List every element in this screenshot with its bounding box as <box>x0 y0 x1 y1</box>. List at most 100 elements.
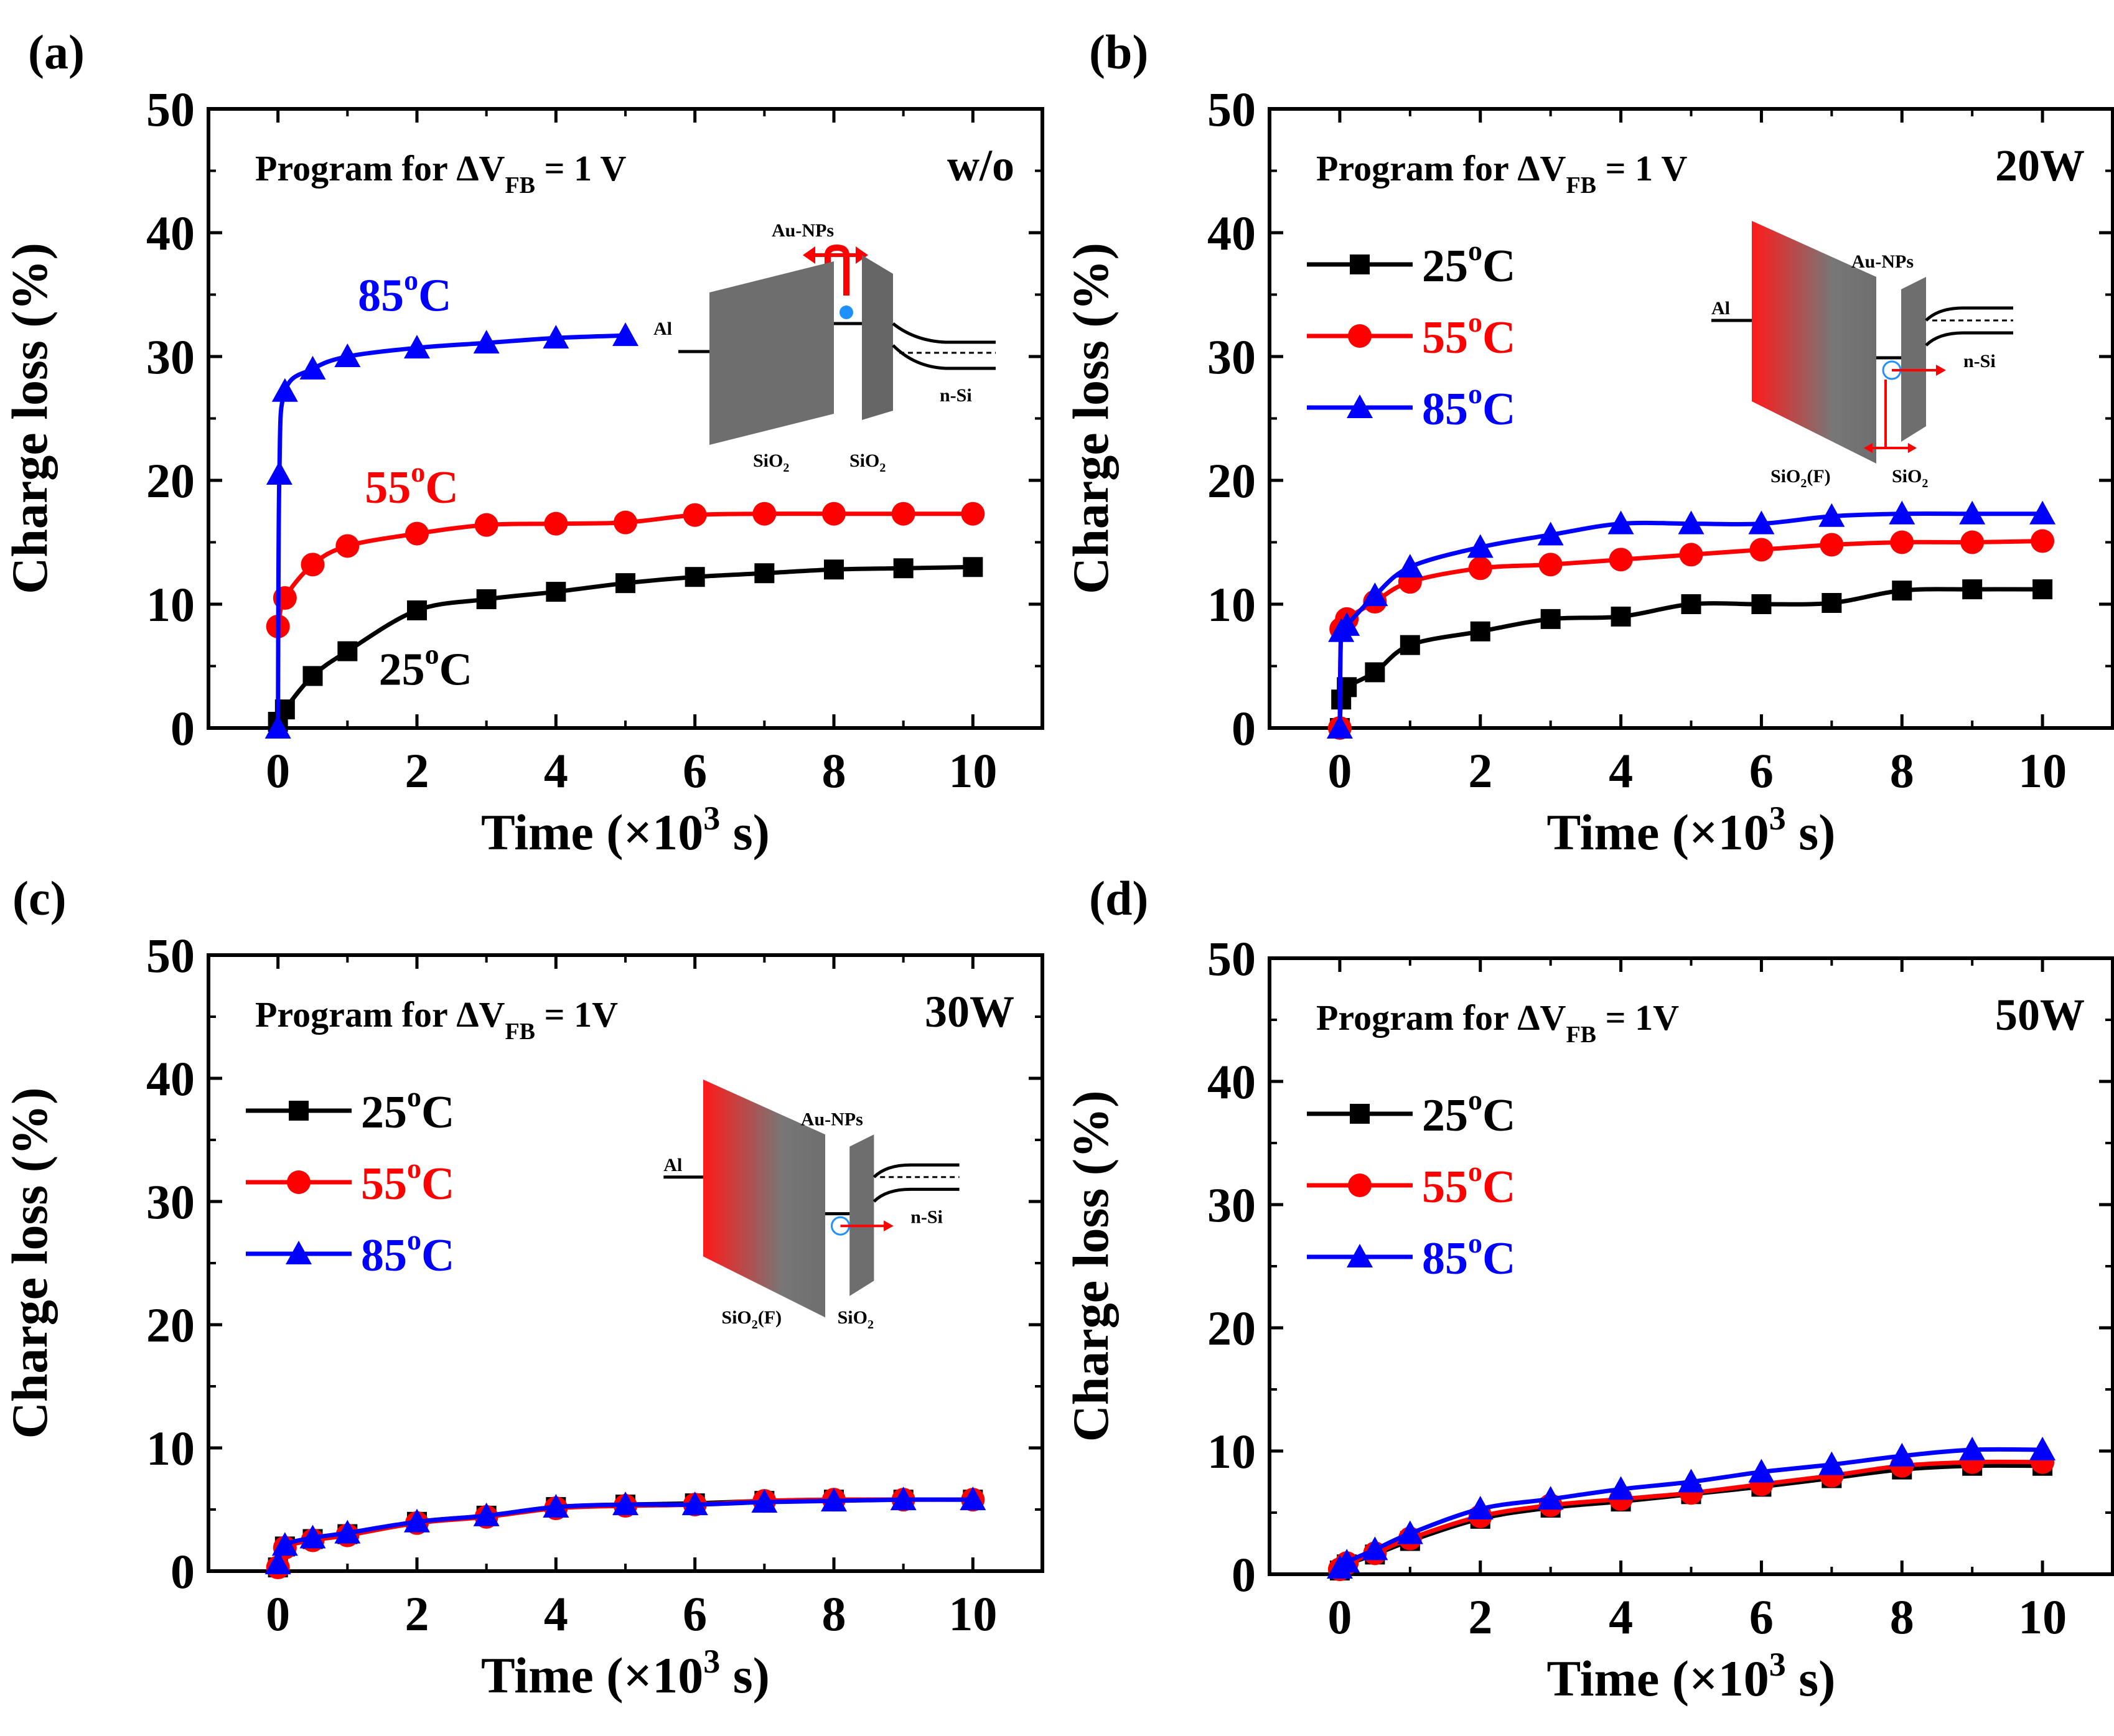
text-span: C <box>421 1087 454 1138</box>
marker-triangle <box>1467 1496 1494 1520</box>
program-annotation: Program for ΔVFB = 1 V <box>255 148 627 198</box>
legend-entry: 25oC <box>1307 1084 1515 1141</box>
marker-triangle <box>960 1486 986 1511</box>
marker-triangle <box>1467 534 1494 558</box>
marker-circle <box>474 513 498 537</box>
marker-circle <box>822 502 846 526</box>
marker-square <box>1350 254 1370 274</box>
x-tick-label: 6 <box>1749 1590 1774 1644</box>
marker-square <box>1540 609 1561 629</box>
marker-circle <box>683 503 707 527</box>
series-85c <box>1326 500 2056 739</box>
text-span: Program for ΔV <box>255 994 505 1035</box>
x-tick-label: 0 <box>1327 1590 1352 1644</box>
x-tick-label: 6 <box>1749 744 1774 798</box>
legend-entry: 25oC <box>246 1081 454 1138</box>
inset-label-sio2: SiO2 <box>753 450 789 475</box>
series-85c <box>264 322 638 739</box>
text-span: 2 <box>1800 477 1807 490</box>
y-tick-label: 20 <box>1207 1301 1256 1355</box>
marker-circle <box>335 534 360 558</box>
inset-label-sio2-f: SiO2(F) <box>1770 466 1831 490</box>
text-span: 55 <box>1422 1162 1468 1213</box>
text-span: Program for ΔV <box>1316 148 1566 189</box>
text-span: C <box>421 1230 454 1281</box>
marker-circle <box>961 502 985 526</box>
series-55c <box>1327 529 2055 740</box>
text-span: C <box>418 270 451 321</box>
marker-triangle <box>2029 1437 2056 1461</box>
condition-label: 50W <box>1995 990 2085 1040</box>
y-tick-label: 30 <box>1207 330 1256 384</box>
series-85c <box>264 1486 986 1575</box>
marker-square <box>289 1101 309 1121</box>
marker-triangle <box>1678 510 1705 534</box>
marker-square <box>1470 621 1490 642</box>
condition-label: 20W <box>1995 141 2085 190</box>
y-tick-label: 40 <box>146 206 195 260</box>
marker-triangle <box>821 1488 847 1512</box>
legend-label: 85oC <box>361 1224 454 1281</box>
y-tick-label: 50 <box>1207 931 1256 986</box>
marker-square <box>963 557 983 577</box>
x-tick-label: 8 <box>1890 744 1914 798</box>
marker-triangle <box>751 1489 778 1513</box>
text-span: 3 <box>703 800 720 837</box>
series-line <box>276 333 626 729</box>
marker-triangle <box>286 1241 312 1264</box>
marker-circle <box>1348 1174 1372 1197</box>
energy-band-inset: Al Au-NPs n-Si SiO2(F) SiO2 <box>1711 221 2013 490</box>
marker-triangle <box>612 322 638 347</box>
y-tick-label: 50 <box>146 82 195 136</box>
text-span: Program for ΔV <box>1316 997 1566 1038</box>
text-span: o <box>1468 378 1482 409</box>
marker-triangle <box>1818 1451 1845 1475</box>
text-span: s) <box>720 804 770 861</box>
axes-frame <box>207 107 1044 730</box>
x-tick-label: 10 <box>948 744 997 798</box>
marker-circle <box>1820 533 1844 557</box>
inset-label-au-nps: Au-NPs <box>1851 251 1914 272</box>
x-tick-label: 8 <box>822 744 846 798</box>
panel-label: (a) <box>28 25 85 79</box>
series-25c <box>1329 579 2053 738</box>
y-tick-label: 0 <box>1232 1547 1256 1602</box>
x-tick-label: 8 <box>822 1587 846 1641</box>
text-span: 85 <box>361 1230 407 1281</box>
marker-square <box>337 641 358 661</box>
band-upper <box>892 322 996 344</box>
sio2-f-tunnel-block <box>703 1080 825 1318</box>
y-tick-label: 20 <box>146 454 195 508</box>
text-span: Time (×10 <box>1547 804 1769 861</box>
marker-triangle <box>334 1519 361 1544</box>
legend-label: 55oC <box>1422 306 1515 363</box>
marker-triangle <box>1678 1468 1705 1493</box>
marker-circle <box>614 510 637 534</box>
text-span: 55 <box>1422 312 1468 363</box>
y-tick-label: 50 <box>146 928 195 982</box>
legend-label: 55oC <box>361 1152 454 1210</box>
panel-label: (c) <box>12 871 67 925</box>
y-tick-label: 30 <box>146 330 195 384</box>
series-55c <box>266 502 985 638</box>
marker-square <box>1400 635 1420 655</box>
marker-square <box>476 589 497 610</box>
marker-square <box>754 563 775 584</box>
marker-square <box>1611 606 1631 627</box>
inline-series-label: 25oC <box>379 638 472 695</box>
marker-circle <box>891 502 915 526</box>
marker-square <box>893 558 914 579</box>
band-upper <box>872 1163 960 1178</box>
text-span: FB <box>505 1019 535 1045</box>
text-span: o <box>404 264 418 296</box>
inset-label-sio2-f: SiO2(F) <box>721 1307 782 1332</box>
text-span: = 1V <box>535 994 618 1035</box>
marker-circle <box>1348 324 1372 348</box>
marker-triangle <box>890 1486 917 1511</box>
legend-entry: 85oC <box>1307 1227 1515 1284</box>
sio2-f-tunnel-block <box>1752 221 1876 464</box>
x-tick-label: 2 <box>405 1587 429 1641</box>
y-tick-label: 10 <box>1207 1424 1256 1478</box>
marker-triangle <box>1607 510 1634 534</box>
text-span: 2 <box>1922 477 1928 490</box>
